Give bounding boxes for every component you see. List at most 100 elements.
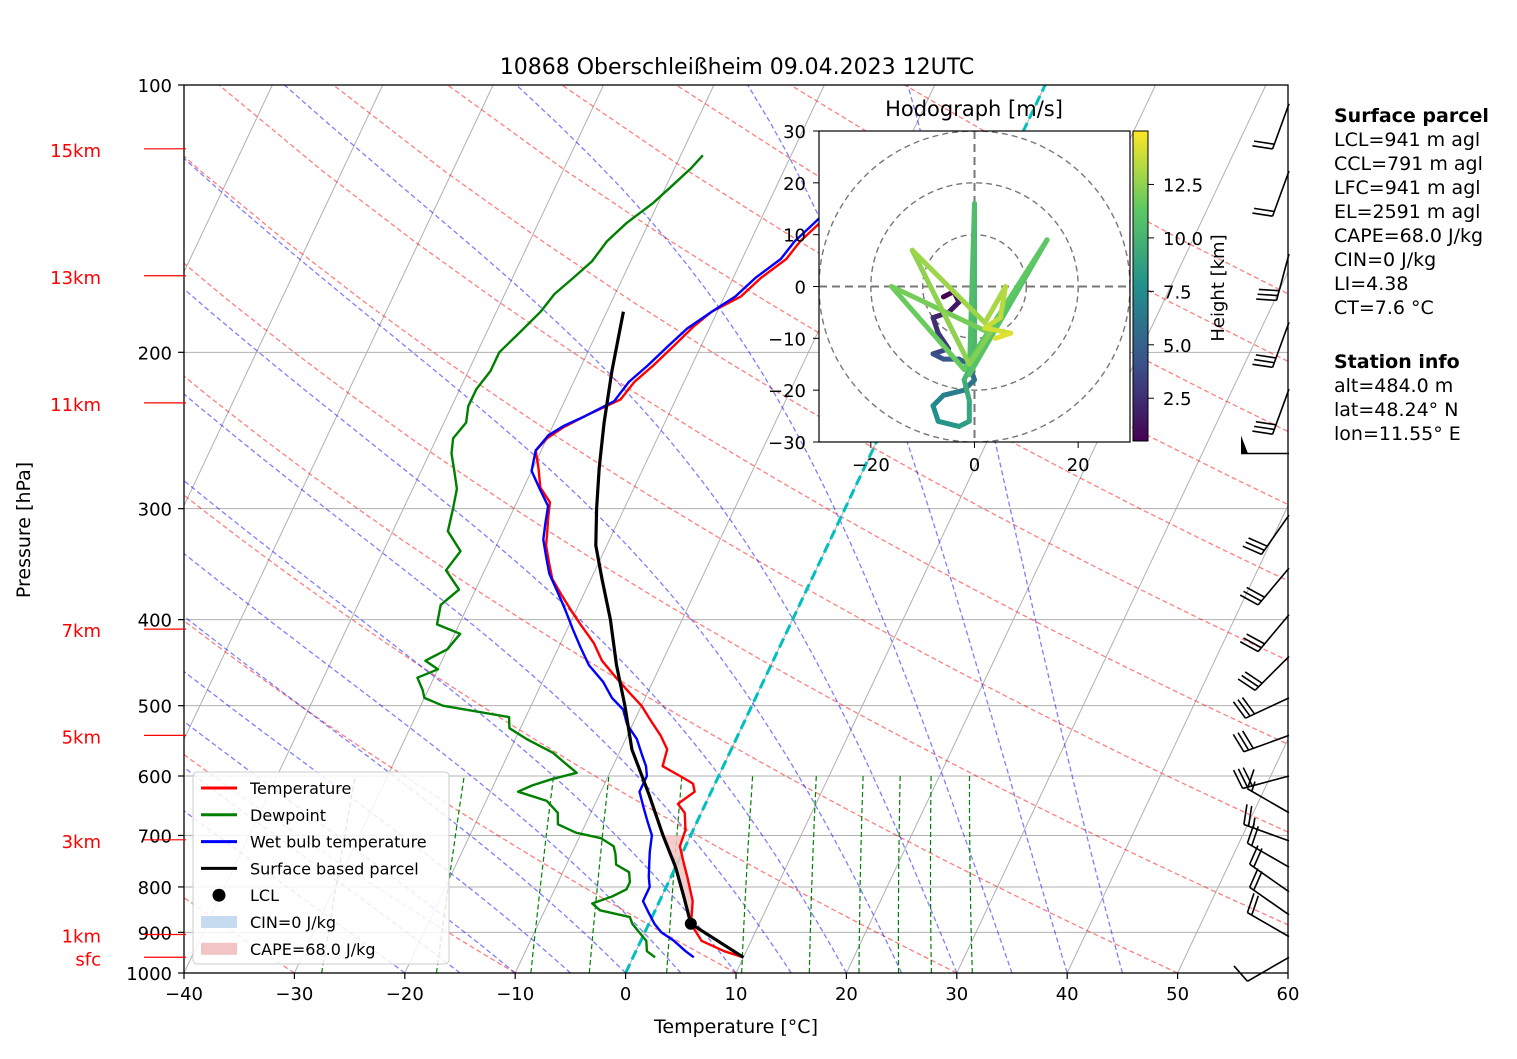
hodograph-ring [870, 182, 1079, 391]
surface-parcel-el: EL=2591 m agl [1334, 201, 1481, 223]
isotherm-line [956, 270, 1288, 973]
y-tick-label: 1000 [126, 964, 172, 985]
wind-barb [1237, 655, 1290, 691]
hodograph-segment [889, 284, 967, 372]
x-tick-label: 30 [945, 984, 968, 1005]
hodograph-segment [909, 247, 972, 367]
wind-barb-full [1245, 541, 1265, 552]
wind-barb-full [1251, 895, 1260, 916]
wind-barb-full [1246, 586, 1265, 598]
y-tick-label: 300 [138, 500, 172, 521]
x-tick-label: 20 [835, 984, 858, 1005]
surface-parcel-ct: CT=7.6 °C [1334, 297, 1434, 319]
dry-adiabat [561, 85, 1288, 506]
y-tick-label: 700 [138, 826, 172, 847]
isotherm-line [404, 85, 825, 973]
mixing-ratio-line [968, 776, 973, 973]
wind-barb [1248, 868, 1290, 916]
legend-label: Dewpoint [250, 806, 326, 825]
wind-barb-full [1252, 145, 1273, 150]
hodograph-y-tick-label: −10 [768, 329, 806, 350]
wind-barb-full [1254, 358, 1275, 364]
height-label: sfc [75, 949, 101, 970]
wind-barb-full [1248, 537, 1268, 547]
x-tick-label: −40 [165, 984, 203, 1005]
hodograph-y-tick-label: 10 [783, 226, 806, 247]
dry-adiabat [218, 85, 1288, 745]
height-label: 11km [50, 395, 101, 416]
wind-barb-half [1252, 817, 1256, 829]
x-tick-label: −30 [275, 984, 313, 1005]
wind-barbs [1232, 103, 1290, 982]
moist-adiabat [516, 85, 1013, 973]
wind-barb-staff [1247, 911, 1290, 938]
surface-parcel-panel: Surface parcel LCL=941 m agl CCL=791 m a… [1334, 104, 1489, 320]
wind-barb-staff [1260, 514, 1290, 555]
x-tick-label: 10 [725, 984, 748, 1005]
wind-barb-full [1246, 769, 1255, 790]
wind-barb-full [1257, 293, 1278, 297]
mixing-ratio-line [858, 775, 864, 973]
station-latitude: lat=48.24° N [1334, 399, 1459, 421]
wind-barb-full [1244, 671, 1263, 684]
mixing-ratio-line [808, 775, 817, 973]
wind-barb-full [1258, 288, 1280, 292]
station-info-heading: Station info [1334, 351, 1460, 373]
wind-barb [1232, 730, 1290, 753]
colorbar-label: Height [km] [1208, 234, 1229, 341]
x-tick-label: 0 [620, 984, 631, 1005]
moist-adiabat [907, 85, 1124, 973]
wind-barb [1246, 823, 1290, 868]
wind-barb-staff [1254, 655, 1290, 691]
wind-barb-staff [1242, 775, 1290, 790]
legend-label: Surface based parcel [250, 859, 419, 878]
wind-barb-flag [1241, 435, 1248, 454]
wind-barb-full [1254, 425, 1275, 431]
wind-barb-staff [1249, 886, 1290, 916]
dry-adiabat [184, 494, 958, 973]
wind-barb-full [1256, 298, 1277, 302]
wind-barb-full [1254, 207, 1275, 213]
wind-barb-full [1232, 701, 1247, 719]
wind-barb-staff [1243, 823, 1290, 842]
wind-barb-staff [1271, 103, 1290, 150]
surface-parcel-cin: CIN=0 J/kg [1334, 249, 1437, 271]
wind-barb-full [1254, 140, 1275, 146]
dry-adiabat [184, 620, 737, 973]
legend: Temperature Dewpoint Wet bulb temperature S… [192, 771, 450, 965]
isotherm-line [1066, 504, 1288, 973]
surface-parcel-lfc: LFC=941 m agl [1334, 177, 1481, 199]
height-label: 5km [62, 727, 101, 748]
wind-barb-full [1233, 965, 1249, 982]
wind-barb-staff [1249, 863, 1290, 893]
wind-barb-full [1246, 893, 1255, 913]
hodograph-segment [940, 387, 967, 398]
height-label: 1km [62, 927, 101, 948]
wind-barb [1239, 567, 1290, 606]
height-label: 15km [50, 141, 101, 162]
x-tick-label: 60 [1277, 984, 1300, 1005]
parcel-line [594, 311, 745, 959]
wind-barb-full [1237, 732, 1250, 751]
hodograph-segment [961, 377, 972, 404]
wind-barb-staff [1257, 567, 1290, 606]
hodograph-y-tick-label: 0 [795, 278, 806, 299]
legend-swatch [201, 916, 237, 928]
isotherm-line [845, 85, 1267, 973]
wind-barb-full [1243, 637, 1262, 649]
wind-barb-staff [1271, 170, 1290, 217]
wind-barb-full [1255, 420, 1277, 426]
colorbar-tick-label: 7.5 [1163, 282, 1192, 303]
y-tick-label: 800 [138, 878, 172, 899]
wind-barb [1246, 769, 1290, 814]
chart-title: 10868 Oberschleißheim 09.04.2023 12UTC [500, 55, 975, 80]
hodograph-segment [909, 247, 988, 326]
surface-parcel-ccl: CCL=791 m agl [1334, 153, 1483, 175]
y-tick-label: 900 [138, 923, 172, 944]
y-tick-label: 400 [138, 611, 172, 632]
colorbar-tick-label: 10.0 [1163, 229, 1203, 250]
wind-barb [1256, 253, 1290, 302]
hodograph-x-tick-label: 0 [969, 455, 980, 476]
moist-adiabat [184, 615, 627, 973]
hodograph-segment [966, 201, 977, 378]
